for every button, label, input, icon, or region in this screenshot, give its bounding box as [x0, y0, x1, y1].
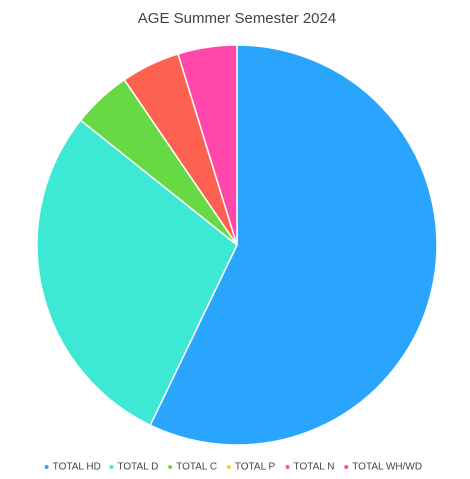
pie-slice [177, 44, 238, 246]
legend-swatch [285, 465, 290, 469]
legend-label: TOTAL WH/WD [352, 462, 422, 473]
legend-label: TOTAL N [294, 462, 335, 473]
legend-label: TOTAL P [235, 462, 276, 473]
legend-swatch [168, 465, 173, 469]
legend-label: TOTAL HD [53, 462, 101, 473]
pie-slice [36, 119, 238, 427]
legend-label: TOTAL D [117, 462, 158, 473]
legend-swatch [344, 465, 349, 469]
chart-title: AGE Summer Semester 2024 [138, 10, 336, 27]
legend-swatch [109, 465, 114, 469]
pie-slice [149, 44, 438, 446]
legend-swatch [226, 465, 231, 469]
legend-swatch [44, 465, 49, 469]
legend-label: TOTAL C [176, 462, 217, 473]
